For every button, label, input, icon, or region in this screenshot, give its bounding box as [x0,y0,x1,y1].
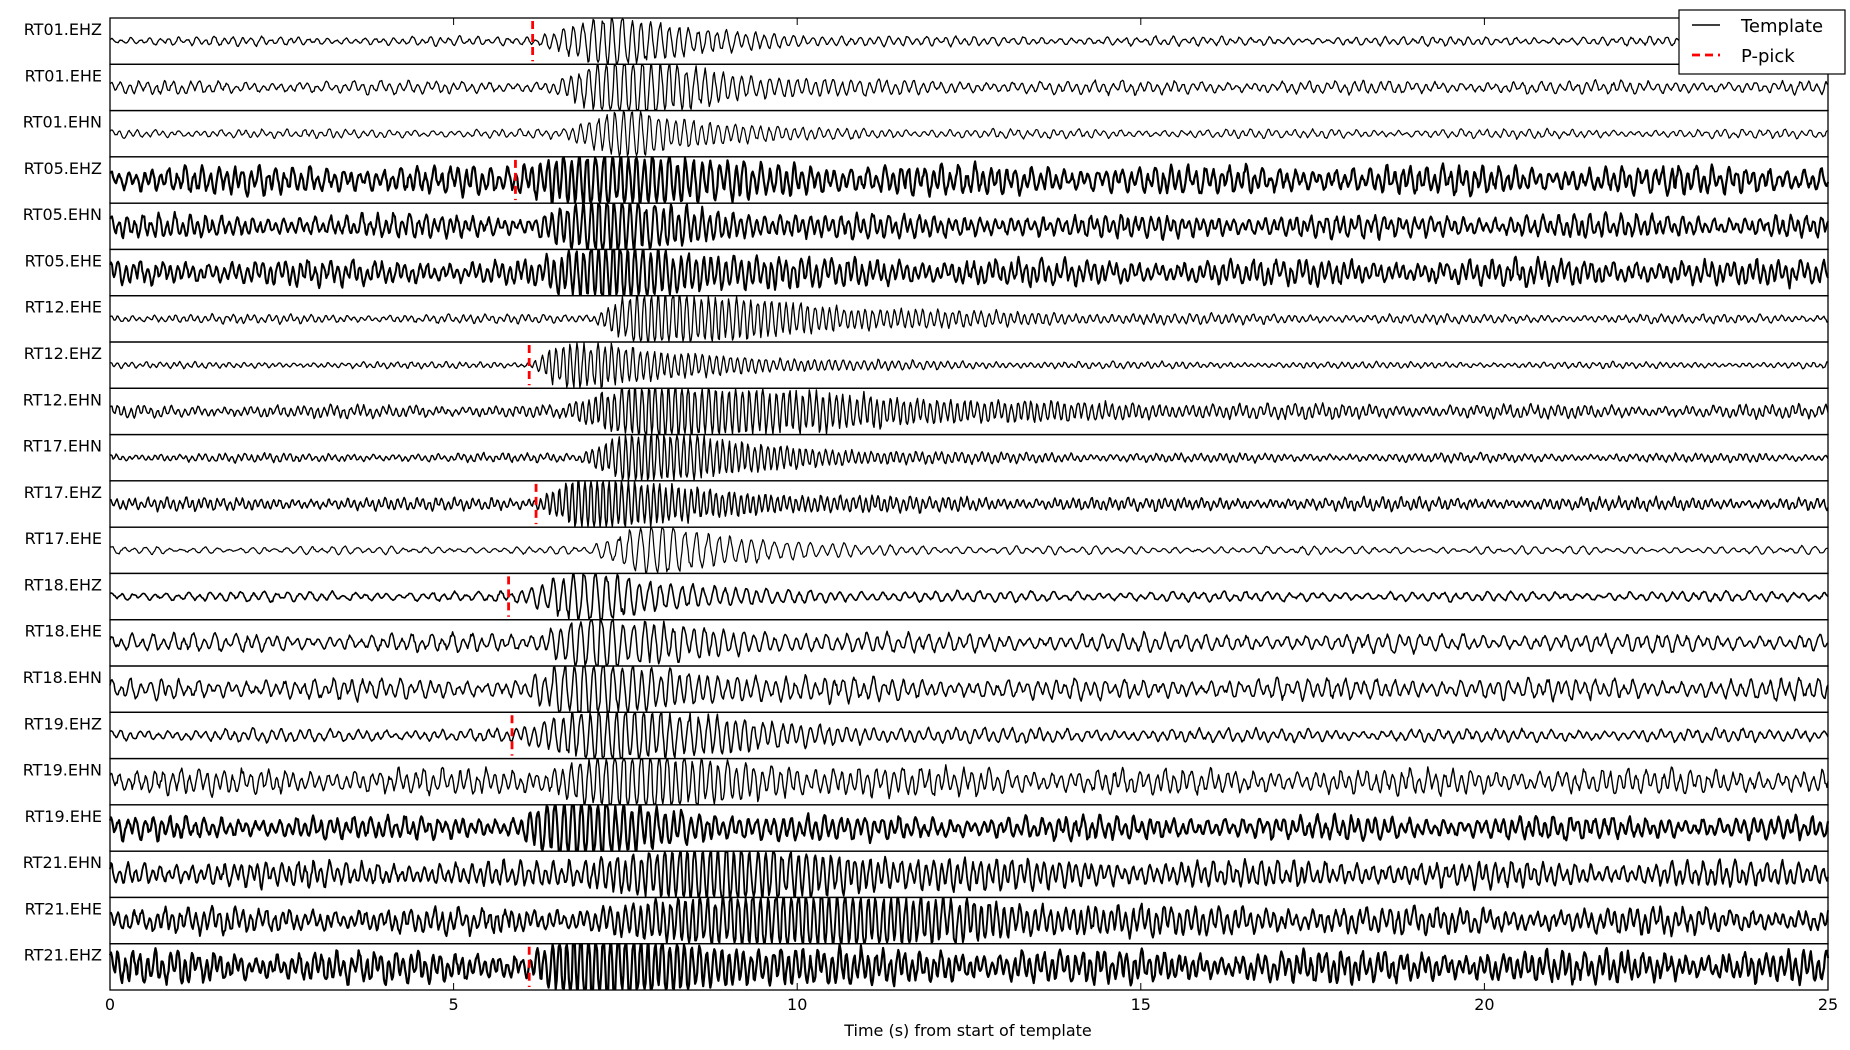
waveform-trace [109,249,1829,296]
trace-panel: RT21.EHN [23,850,1829,899]
trace-panel: RT01.EHN [23,109,1829,158]
trace-panel: RT18.EHN [23,665,1829,713]
waveform-trace [109,851,1829,898]
station-label: RT17.EHZ [24,483,102,502]
trace-panel: RT05.EHE [25,248,1829,297]
x-tick-label: 25 [1818,995,1838,1014]
waveform-trace [109,64,1829,111]
station-label: RT12.EHZ [24,344,102,363]
trace-panel: RT19.EHZ [24,711,1829,760]
waveform-trace [109,295,1829,342]
trace-panel: RT18.EHE [25,619,1829,667]
station-label: RT19.EHZ [24,714,102,733]
x-tick-label: 15 [1131,995,1151,1014]
x-tick-label: 10 [787,995,807,1014]
waveform-trace [108,804,1830,852]
trace-panel: RT12.EHE [25,295,1829,343]
waveform-trace [108,943,1830,991]
trace-panel-frame [109,619,1829,667]
trace-panel: RT12.EHN [23,387,1829,436]
station-label: RT05.EHE [25,251,102,270]
waveform-trace [109,388,1829,435]
x-axis-label: Time (s) from start of template [843,1021,1092,1040]
waveform-trace [109,712,1829,759]
station-label: RT18.EHN [23,668,102,687]
trace-panel: RT19.EHN [23,757,1829,806]
station-label: RT19.EHE [25,807,102,826]
waveform-trace [109,573,1829,620]
legend-p-pick-label: P-pick [1741,46,1795,67]
trace-panel: RT21.EHZ [24,943,1830,991]
waveform-trace [109,666,1829,713]
trace-panel: RT17.EHE [25,526,1829,575]
waveform-trace [109,156,1830,204]
station-label: RT12.EHN [23,390,102,409]
trace-panel: RT17.EHN [23,433,1829,482]
trace-panel-frame [109,526,1829,575]
trace-panel: RT17.EHZ [24,480,1829,528]
trace-panels: RT01.EHZ RT01.EHE RT01.EHN RT05.EHZ RT05.EHN… [23,17,1830,991]
station-label: RT05.EHZ [24,159,102,178]
waveform-trace [109,434,1829,481]
waveform-trace [109,758,1829,805]
waveform-trace [109,897,1829,944]
x-tick-label: 5 [449,995,459,1014]
trace-panel: RT19.EHE [25,804,1830,852]
waveform-trace [109,481,1829,527]
station-label: RT18.EHE [25,622,102,641]
trace-panel-frame [109,63,1829,112]
station-label: RT21.EHZ [24,946,102,965]
legend-box [1678,9,1846,75]
trace-panel: RT01.EHZ [24,17,1829,65]
station-label: RT17.EHN [23,437,102,456]
trace-panel: RT18.EHZ [24,572,1829,621]
station-label: RT17.EHE [25,529,102,548]
trace-panel-frame [109,711,1829,760]
trace-panel-frame [109,295,1829,343]
station-label: RT21.EHN [23,853,102,872]
trace-panel-frame [109,943,1829,991]
station-label: RT01.EHE [25,66,102,85]
station-label: RT18.EHZ [24,575,102,594]
waveform-trace [109,527,1828,574]
waveform-trace [109,619,1829,666]
waveform-trace [109,18,1828,65]
station-label: RT19.EHN [23,761,102,780]
x-tick-label: 20 [1474,995,1494,1014]
legend-template-label: Template [1740,16,1823,37]
trace-panel: RT05.EHZ [24,156,1830,204]
trace-panel: RT12.EHZ [24,341,1829,389]
legend: Template P-pick [1678,9,1846,75]
station-label: RT01.EHZ [24,20,102,39]
trace-panel: RT05.EHN [23,202,1829,251]
station-label: RT05.EHN [23,205,102,224]
trace-panel: RT01.EHE [25,63,1829,112]
waveform-trace [109,203,1829,250]
waveform-trace [109,342,1829,389]
station-label: RT01.EHN [23,113,102,132]
trace-panel-frame [109,341,1829,389]
x-tick-label: 0 [105,995,115,1014]
station-label: RT12.EHE [25,298,102,317]
waveform-trace [109,110,1829,157]
trace-panel: RT21.EHE [25,896,1829,945]
station-label: RT21.EHE [25,899,102,918]
x-axis: 0 5 10 15 20 25 [105,18,1838,1014]
